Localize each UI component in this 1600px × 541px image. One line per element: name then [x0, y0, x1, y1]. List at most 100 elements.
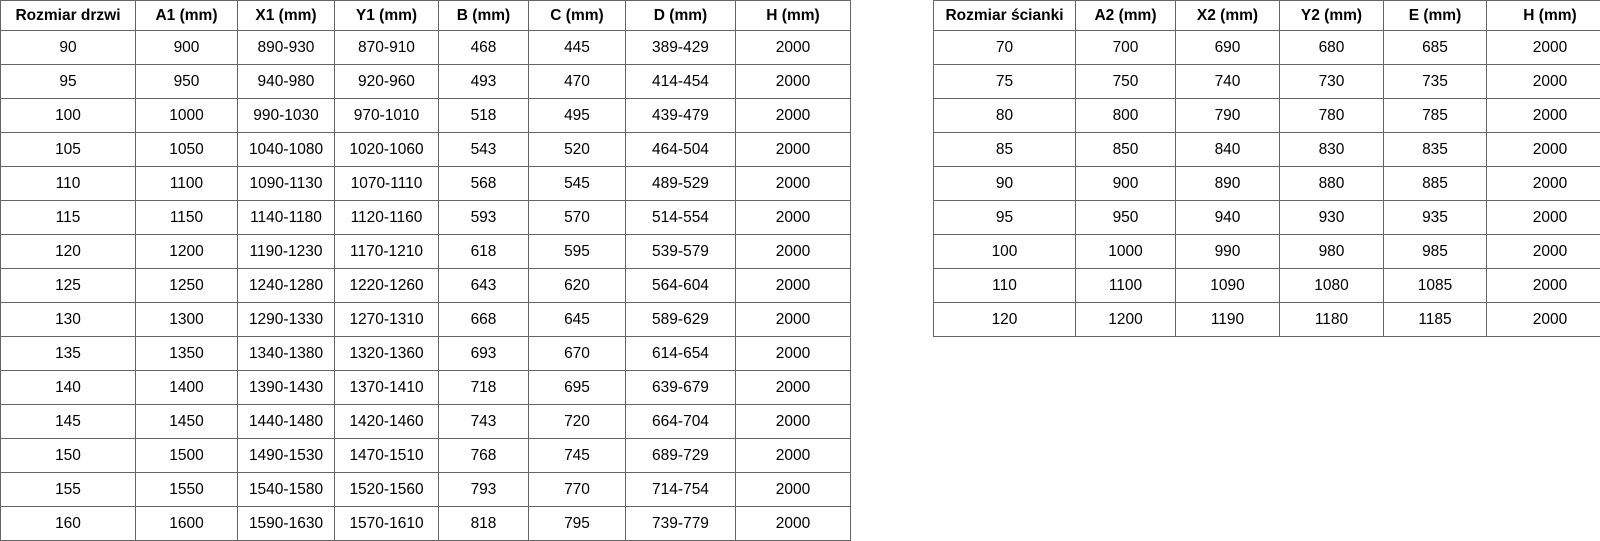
table-cell: 695 [529, 371, 626, 405]
table-cell: 1190 [1176, 303, 1280, 337]
table-cell: 680 [1280, 31, 1384, 65]
table-cell: 110 [934, 269, 1076, 303]
column-header: X2 (mm) [1176, 1, 1280, 31]
table-cell: 1000 [1076, 235, 1176, 269]
table-cell: 693 [439, 337, 529, 371]
table-cell: 1020-1060 [335, 133, 439, 167]
table-cell: 2000 [1487, 201, 1600, 235]
table-cell: 890 [1176, 167, 1280, 201]
table-cell: 1080 [1280, 269, 1384, 303]
table-cell: 1320-1360 [335, 337, 439, 371]
table-cell: 2000 [736, 167, 851, 201]
column-header: B (mm) [439, 1, 529, 31]
table-cell: 514-554 [626, 201, 736, 235]
table-cell: 714-754 [626, 473, 736, 507]
table-cell: 2000 [1487, 31, 1600, 65]
table-cell: 900 [136, 31, 238, 65]
table-cell: 145 [1, 405, 136, 439]
table-cell: 545 [529, 167, 626, 201]
table-cell: 593 [439, 201, 529, 235]
table-cell: 835 [1384, 133, 1487, 167]
table-cell: 1090 [1176, 269, 1280, 303]
table-cell: 990 [1176, 235, 1280, 269]
table-cell: 1150 [136, 201, 238, 235]
table-cell: 1500 [136, 439, 238, 473]
table-cell: 643 [439, 269, 529, 303]
table-cell: 2000 [1487, 235, 1600, 269]
table-cell: 115 [1, 201, 136, 235]
table-cell: 160 [1, 507, 136, 541]
table-cell: 1085 [1384, 269, 1487, 303]
table-cell: 1070-1110 [335, 167, 439, 201]
table-cell: 589-629 [626, 303, 736, 337]
table-cell: 105 [1, 133, 136, 167]
table-cell: 70 [934, 31, 1076, 65]
table-cell: 2000 [736, 65, 851, 99]
table-cell: 940-980 [238, 65, 335, 99]
table-cell: 614-654 [626, 337, 736, 371]
table-cell: 135 [1, 337, 136, 371]
table-cell: 670 [529, 337, 626, 371]
table-cell: 568 [439, 167, 529, 201]
table-cell: 1490-1530 [238, 439, 335, 473]
table-cell: 740 [1176, 65, 1280, 99]
column-header: D (mm) [626, 1, 736, 31]
table-cell: 685 [1384, 31, 1487, 65]
table-cell: 468 [439, 31, 529, 65]
table-cell: 2000 [736, 371, 851, 405]
table-cell: 2000 [736, 439, 851, 473]
table-cell: 795 [529, 507, 626, 541]
table-cell: 668 [439, 303, 529, 337]
table-cell: 1170-1210 [335, 235, 439, 269]
table-cell: 850 [1076, 133, 1176, 167]
table-cell: 750 [1076, 65, 1176, 99]
table-cell: 439-479 [626, 99, 736, 133]
table-cell: 140 [1, 371, 136, 405]
table-cell: 539-579 [626, 235, 736, 269]
table-cell: 1370-1410 [335, 371, 439, 405]
table-cell: 900 [1076, 167, 1176, 201]
table-cell: 1470-1510 [335, 439, 439, 473]
table-cell: 800 [1076, 99, 1176, 133]
table-cell: 1100 [136, 167, 238, 201]
table-cell: 718 [439, 371, 529, 405]
table-cell: 940 [1176, 201, 1280, 235]
table-cell: 85 [934, 133, 1076, 167]
table-cell: 2000 [736, 337, 851, 371]
column-header: A1 (mm) [136, 1, 238, 31]
table-cell: 920-960 [335, 65, 439, 99]
column-header: A2 (mm) [1076, 1, 1176, 31]
table-cell: 1220-1260 [335, 269, 439, 303]
table-cell: 618 [439, 235, 529, 269]
column-header: X1 (mm) [238, 1, 335, 31]
table-cell: 1590-1630 [238, 507, 335, 541]
table-cell: 1400 [136, 371, 238, 405]
table-cell: 1450 [136, 405, 238, 439]
table-cell: 950 [136, 65, 238, 99]
table-cell: 155 [1, 473, 136, 507]
table-cell: 620 [529, 269, 626, 303]
table-cell: 120 [1, 235, 136, 269]
column-header: E (mm) [1384, 1, 1487, 31]
table-cell: 700 [1076, 31, 1176, 65]
column-header: C (mm) [529, 1, 626, 31]
table-cell: 743 [439, 405, 529, 439]
table-cell: 1350 [136, 337, 238, 371]
table-cell: 2000 [736, 31, 851, 65]
table-cell: 1180 [1280, 303, 1384, 337]
table-cell: 518 [439, 99, 529, 133]
